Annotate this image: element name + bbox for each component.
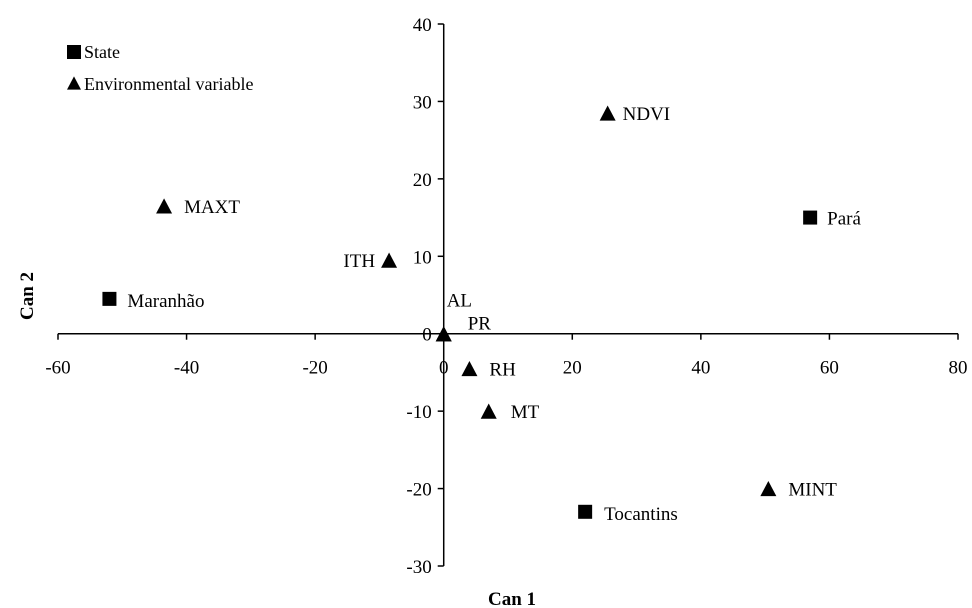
point-rh-marker [461,360,478,377]
x-tick-label: 20 [563,358,582,379]
y-tick-label: 30 [413,92,432,113]
point-tocantins-marker [578,504,593,519]
axes [58,24,958,566]
point-label-ndvi: NDVI [623,104,671,125]
point-label-mt: MT [511,402,540,423]
x-tick-label: 0 [439,358,449,379]
legend-environmental-variable-label: Environmental variable [84,74,253,94]
point-mint-marker [760,480,777,497]
point-label-par-: Pará [827,209,861,230]
x-tick-label: -20 [302,358,327,379]
x-axis-title: Can 1 [488,589,536,608]
x-tick-label: 40 [691,358,710,379]
x-tick-label: 60 [820,358,839,379]
legend-state-label: State [84,42,120,62]
y-axis-title: Can 2 [17,272,38,320]
point-label-maranh-o: Maranhão [127,291,204,312]
point-label-ith: ITH [343,251,375,272]
point-label-tocantins: Tocantins [604,504,678,525]
y-tick-label: 20 [413,170,432,191]
legend-environmental-variable-marker [67,76,81,90]
point-maranh-o-marker [102,291,117,306]
y-tick-label: -10 [406,402,431,423]
point-ndvi-marker [599,105,616,121]
point-mt-marker [480,403,497,419]
y-tick-label: 40 [413,15,432,36]
point-ith-marker [381,252,398,268]
y-tick-label: 10 [413,247,432,268]
x-tick-label: -60 [45,358,70,379]
point-label-maxt: MAXT [184,197,240,218]
axis-ticks: -60 -40 -20 0 20 40 60 80 -30 -20 -10 0 10 20 30 40 [45,15,967,578]
legend-state-marker [67,45,81,59]
point-label-pr: PR [468,314,492,335]
x-tick-label: 80 [949,358,968,379]
y-tick-label: 0 [422,325,432,346]
x-tick-label: -40 [174,358,199,379]
y-tick-label: -30 [406,557,431,578]
point-label-mint: MINT [788,480,837,501]
legend: State Environmental variable [67,42,253,94]
point-par--marker [803,210,818,225]
point-label-rh: RH [489,360,516,381]
y-tick-label: -20 [406,480,431,501]
point-label-al: AL [447,291,472,312]
point-pr-marker [435,326,452,342]
point-maxt-marker [156,198,173,214]
